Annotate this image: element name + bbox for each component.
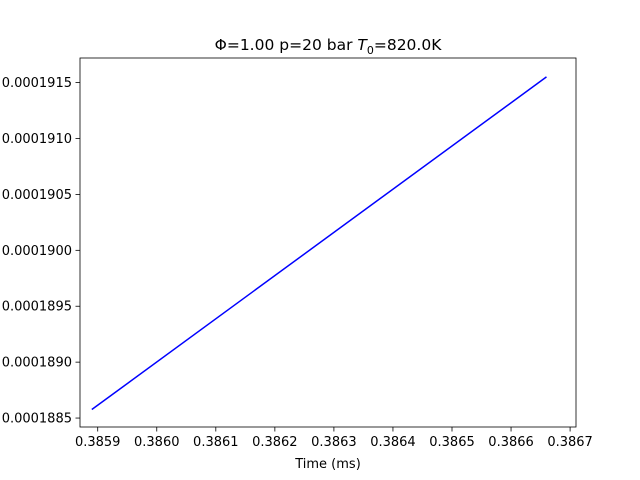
plot-area: 0.3859 0.3860 0.3861 0.3862 0.3863 0.3864 0.38… (2, 57, 593, 450)
series-line-0 (91, 76, 547, 411)
x-tick-label: 0.3863 (311, 435, 357, 450)
x-tick-label: 0.3865 (429, 435, 475, 450)
title-t-symbol: T (357, 36, 368, 54)
y-tick-label: 0.0001885 (2, 412, 72, 427)
x-tick-label: 0.3862 (252, 435, 298, 450)
chart-title: Φ=1.00 p=20 bar T0=820.0K (215, 36, 443, 57)
axes-frame (79, 57, 577, 428)
x-tick-label: 0.3861 (193, 435, 239, 450)
x-tick-label: 0.3866 (488, 435, 534, 450)
x-tick-label: 0.3859 (75, 435, 121, 450)
x-tick-label: 0.3860 (134, 435, 180, 450)
y-tick-label: 0.0001890 (2, 356, 72, 371)
y-tick-label: 0.0001915 (2, 76, 72, 91)
title-prefix: Φ=1.00 p=20 bar (215, 36, 358, 54)
x-tick-label: 0.3864 (370, 435, 416, 450)
y-tick-label: 0.0001895 (2, 300, 72, 315)
title-t-subscript: 0 (367, 44, 374, 57)
title-suffix: =820.0K (374, 36, 442, 54)
y-tick-label: 0.0001905 (2, 188, 72, 203)
y-tick-label: 0.0001900 (2, 244, 72, 259)
y-tick-label: 0.0001910 (2, 132, 72, 147)
x-tick-label: 0.3867 (547, 435, 593, 450)
x-axis-label: Time (ms) (294, 457, 361, 472)
